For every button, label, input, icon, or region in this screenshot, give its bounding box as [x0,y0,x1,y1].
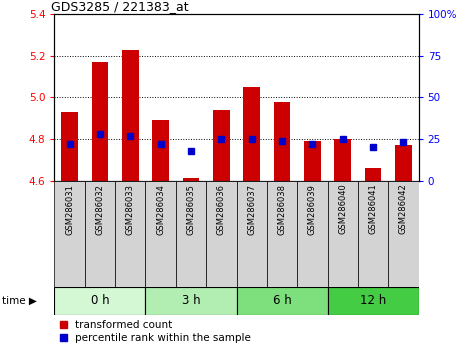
Text: time ▶: time ▶ [2,296,37,306]
Bar [274,102,290,181]
Bar [297,181,327,287]
Text: GSM286032: GSM286032 [96,184,105,235]
Text: GSM286038: GSM286038 [278,184,287,235]
Text: GSM286039: GSM286039 [308,184,317,235]
Bar [267,181,297,287]
Bar [85,181,115,287]
Text: GSM286034: GSM286034 [156,184,165,235]
Bar [54,287,146,315]
Bar [61,112,78,181]
Bar [115,181,146,287]
Text: 12 h: 12 h [360,295,386,307]
Text: GSM286035: GSM286035 [186,184,195,235]
Bar [236,181,267,287]
Text: GSM286042: GSM286042 [399,184,408,234]
Text: 6 h: 6 h [272,295,291,307]
Text: GDS3285 / 221383_at: GDS3285 / 221383_at [51,0,188,13]
Bar [327,181,358,287]
Legend: transformed count, percentile rank within the sample: transformed count, percentile rank withi… [60,320,251,343]
Text: GSM286040: GSM286040 [338,184,347,234]
Text: GSM286033: GSM286033 [126,184,135,235]
Text: GSM286031: GSM286031 [65,184,74,235]
Bar [176,181,206,287]
Text: 3 h: 3 h [182,295,200,307]
Bar [183,178,199,181]
Bar [395,145,412,181]
Bar [145,287,236,315]
Text: GSM286041: GSM286041 [368,184,377,234]
Bar [54,181,85,287]
Bar [92,62,108,181]
Bar [213,110,230,181]
Bar [388,181,419,287]
Bar [327,287,419,315]
Text: 0 h: 0 h [91,295,109,307]
Bar [304,141,321,181]
Bar [152,120,169,181]
Bar [358,181,388,287]
Text: GSM286037: GSM286037 [247,184,256,235]
Bar [365,168,381,181]
Bar [145,181,176,287]
Bar [243,87,260,181]
Bar [334,139,351,181]
Text: GSM286036: GSM286036 [217,184,226,235]
Bar [122,50,139,181]
Bar [236,287,327,315]
Bar [206,181,236,287]
